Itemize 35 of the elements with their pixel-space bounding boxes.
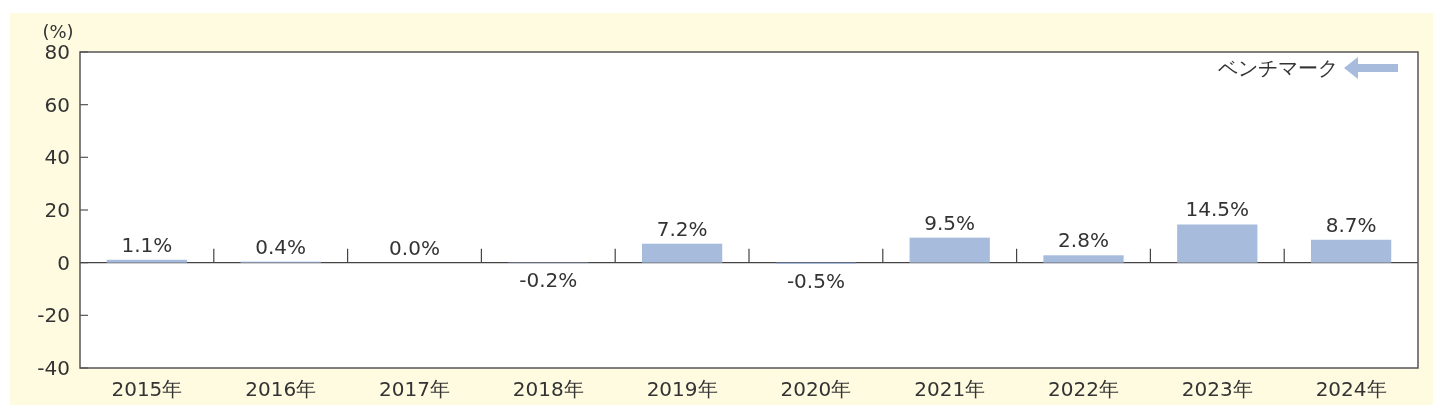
x-tick-label: 2023年 [1181,377,1253,401]
y-axis-title: (%) [42,21,74,42]
x-tick-label: 2015年 [111,377,183,401]
x-tick-label: 2021年 [914,377,986,401]
text: 14.5% [1185,197,1250,222]
x-tick-label: 2024年 [1315,377,1387,401]
legend-label: ベンチマーク [1218,56,1338,80]
y-tick-label: 20 [44,198,70,222]
bar [106,259,188,263]
x-tick-label: 2017年 [379,377,450,401]
text: 0.4% [255,234,307,259]
text: -0.2% [519,268,578,293]
bar [1043,255,1124,263]
x-tick-label: 2018年 [512,377,584,401]
text: 0.0% [389,235,440,260]
y-tick-label: -40 [37,356,70,380]
text: 8.7% [1325,212,1377,237]
text: 9.5% [924,210,976,235]
x-tick-label: 2020年 [780,377,852,401]
text: 7.2% [656,216,708,241]
bar [909,237,990,263]
bar [1177,224,1258,263]
x-tick-label: 2022年 [1048,377,1119,401]
x-tick-label: 2016年 [245,377,317,401]
y-tick-label: -20 [37,303,70,328]
x-tick-label: 2019年 [646,377,718,401]
y-tick-label: 60 [44,92,70,117]
y-tick-label: 80 [44,40,70,64]
y-tick-label: 40 [44,145,70,170]
text: 1.1% [121,232,173,257]
y-tick-label: 0 [57,250,70,275]
bar [641,243,723,263]
text: -0.5% [786,268,845,293]
bar [1310,239,1392,263]
text: 2.8% [1058,228,1109,253]
